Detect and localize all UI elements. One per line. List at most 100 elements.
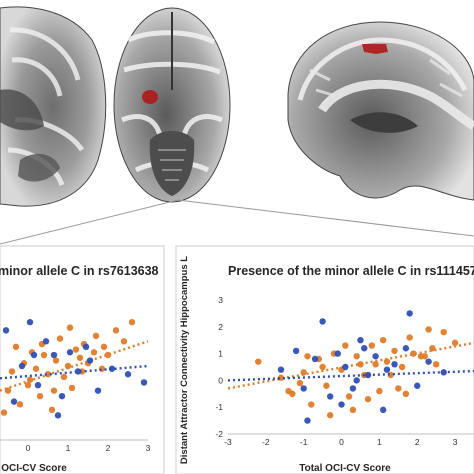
data-point-orange bbox=[52, 357, 60, 364]
data-point-blue bbox=[124, 371, 132, 378]
chart-left-plot: 0 1 2 3 bbox=[0, 318, 151, 453]
x-tick-label: -3 bbox=[224, 437, 232, 447]
data-point-orange bbox=[92, 332, 100, 340]
data-point-orange bbox=[379, 337, 387, 344]
data-point-orange bbox=[391, 347, 398, 355]
data-point-blue bbox=[10, 398, 18, 405]
data-point-blue bbox=[425, 358, 432, 365]
chart-left-title: minor allele C in rs7613638 bbox=[0, 264, 159, 278]
data-point-blue bbox=[300, 385, 307, 392]
chart-right-xlabel: Total OCI-CV Score bbox=[299, 463, 391, 474]
data-point-orange bbox=[76, 354, 84, 361]
data-point-orange bbox=[36, 392, 44, 400]
data-point-blue bbox=[319, 318, 326, 325]
data-point-blue bbox=[82, 343, 90, 351]
data-point-orange bbox=[353, 353, 360, 360]
data-point-blue bbox=[108, 365, 116, 372]
chart-right-ylabel: Distant Attractor Connectivity Hippocamp… bbox=[179, 256, 190, 464]
data-point-orange bbox=[440, 328, 447, 336]
x-tick-label: -2 bbox=[262, 437, 270, 447]
data-point-blue bbox=[34, 381, 42, 389]
data-point-orange bbox=[421, 353, 428, 360]
x-tick-label: 3 bbox=[146, 443, 151, 453]
data-point-blue bbox=[383, 366, 391, 373]
data-point-blue bbox=[292, 347, 300, 355]
data-point-blue bbox=[334, 350, 341, 357]
y-tick-label: 2 bbox=[218, 322, 223, 332]
data-point-orange bbox=[376, 387, 383, 395]
data-point-orange bbox=[406, 334, 413, 341]
data-point-blue bbox=[372, 353, 379, 360]
trendline-blue bbox=[227, 369, 474, 382]
data-point-orange bbox=[349, 406, 357, 414]
data-point-blue bbox=[406, 310, 413, 317]
data-point-blue bbox=[349, 385, 357, 392]
data-point-orange bbox=[32, 365, 40, 372]
data-point-blue bbox=[86, 357, 94, 364]
roi-marker-sagittal bbox=[362, 44, 388, 54]
data-point-orange bbox=[368, 342, 376, 349]
data-point-blue bbox=[18, 362, 26, 370]
data-point-orange bbox=[398, 363, 406, 371]
x-tick-label: 0 bbox=[26, 443, 31, 453]
data-point-blue bbox=[58, 392, 66, 400]
data-point-orange bbox=[304, 353, 311, 360]
data-point-orange bbox=[112, 327, 120, 334]
data-point-blue bbox=[379, 406, 387, 414]
data-point-blue bbox=[94, 387, 102, 394]
data-point-blue bbox=[54, 412, 62, 419]
data-point-orange bbox=[383, 358, 391, 365]
data-point-blue bbox=[402, 345, 410, 352]
data-point-blue bbox=[2, 327, 10, 334]
data-point-orange bbox=[296, 379, 304, 387]
data-point-orange bbox=[100, 343, 108, 351]
data-point-orange bbox=[345, 393, 353, 400]
data-point-blue bbox=[338, 401, 345, 408]
data-point-blue bbox=[66, 349, 74, 356]
data-point-orange bbox=[402, 390, 410, 397]
brain-sagittal-slice bbox=[287, 21, 474, 201]
x-tick-label: 0 bbox=[339, 437, 344, 447]
data-point-orange bbox=[66, 324, 74, 331]
x-tick-label: 3 bbox=[453, 437, 458, 447]
data-point-blue bbox=[326, 393, 334, 400]
y-tick-label: -1 bbox=[215, 402, 223, 412]
data-point-blue bbox=[357, 337, 364, 344]
data-point-blue bbox=[30, 351, 38, 359]
data-point-blue bbox=[42, 338, 50, 345]
data-point-blue bbox=[311, 355, 319, 363]
data-point-orange bbox=[285, 387, 292, 395]
roi-marker-axial bbox=[142, 90, 158, 104]
data-point-orange bbox=[72, 346, 80, 353]
data-point-orange bbox=[451, 339, 459, 347]
data-point-orange bbox=[48, 406, 56, 414]
data-point-orange bbox=[308, 401, 315, 408]
data-point-orange bbox=[40, 351, 48, 359]
data-point-orange bbox=[364, 395, 372, 403]
x-tick-label: 2 bbox=[415, 437, 420, 447]
data-point-orange bbox=[68, 384, 76, 392]
x-tick-label: -1 bbox=[300, 437, 308, 447]
chart-left-xlabel: OCI-CV Score bbox=[1, 463, 67, 474]
y-tick-label: 1 bbox=[218, 349, 223, 359]
data-point-blue bbox=[304, 417, 311, 424]
data-point-orange bbox=[24, 381, 32, 389]
x-tick-label: 1 bbox=[377, 437, 382, 447]
data-point-blue bbox=[140, 379, 148, 386]
x-tick-label: 2 bbox=[106, 443, 111, 453]
data-point-orange bbox=[323, 382, 330, 389]
brain-axial-slice-2 bbox=[113, 7, 231, 203]
data-point-orange bbox=[342, 342, 349, 349]
data-point-orange bbox=[255, 358, 262, 365]
data-point-blue bbox=[277, 366, 285, 373]
data-point-orange bbox=[128, 318, 136, 326]
data-point-orange bbox=[8, 368, 16, 375]
data-point-orange bbox=[120, 338, 128, 345]
trendline-orange bbox=[0, 340, 149, 392]
data-point-blue bbox=[353, 377, 360, 384]
data-point-blue bbox=[26, 318, 34, 326]
data-point-orange bbox=[319, 363, 326, 371]
trendline-orange bbox=[227, 341, 474, 390]
data-point-orange bbox=[90, 349, 98, 356]
